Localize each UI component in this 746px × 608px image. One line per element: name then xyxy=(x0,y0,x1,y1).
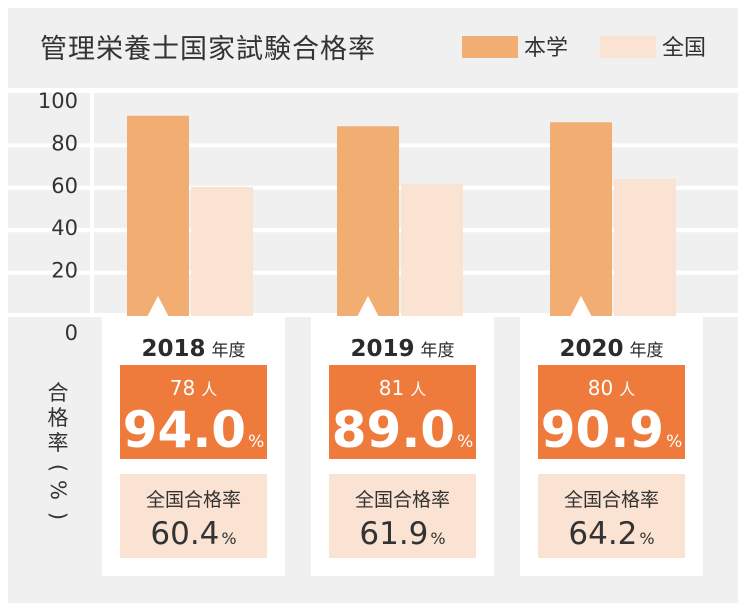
card-year: 2018 年度 xyxy=(141,336,245,362)
legend-swatch-zenkoku xyxy=(600,36,656,58)
pass-rate: 90.9% xyxy=(541,401,683,459)
y-tick-label: 0 xyxy=(65,321,78,345)
y-axis-label-char: 格 xyxy=(48,406,69,430)
y-axis-label-char: % xyxy=(46,480,70,500)
national-rate-label: 全国合格率 xyxy=(564,489,659,511)
legend-label-honkaku: 本学 xyxy=(524,36,568,61)
card-pointer xyxy=(570,296,592,317)
legend-swatch-honkaku xyxy=(462,36,518,58)
pass-rate: 94.0% xyxy=(123,401,265,459)
y-tick-label: 80 xyxy=(51,131,78,155)
bar-2018-honkaku xyxy=(127,115,189,327)
national-rate-box xyxy=(538,474,685,558)
national-rate-value: 60.4% xyxy=(150,516,236,552)
rate-box xyxy=(329,365,476,459)
y-tick-label: 40 xyxy=(51,216,78,240)
national-rate-label: 全国合格率 xyxy=(146,489,241,511)
y-tick-label: 100 xyxy=(38,89,78,113)
card-year: 2020 年度 xyxy=(559,336,663,362)
bar-2019-honkaku xyxy=(337,126,399,327)
card-pointer xyxy=(147,296,169,317)
pass-count: 80 人 xyxy=(588,376,635,400)
national-rate-box xyxy=(120,474,267,558)
bar-2018-zenkoku xyxy=(191,186,253,327)
national-rate-box xyxy=(329,474,476,558)
bar-2019-zenkoku xyxy=(401,183,463,327)
pass-count: 81 人 xyxy=(379,376,426,400)
pass-rate: 89.0% xyxy=(332,401,474,459)
info-cards: 2018 年度 78 人94.0 % 全国合格率 60.4 % 2019 年度 81 人89.0 % 全国… xyxy=(102,296,703,576)
card-year: 2019 年度 xyxy=(350,336,454,362)
card-pointer xyxy=(357,296,379,317)
y-tick-label: 60 xyxy=(51,174,78,198)
rate-box xyxy=(538,365,685,459)
info-card-2018: 2018 年度 78 人94.0 % 全国合格率 60.4% xyxy=(102,296,285,576)
y-axis-label-char: ( xyxy=(46,464,70,472)
y-tick-label: 20 xyxy=(51,259,78,283)
y-tick-labels: 0 20 40 60 80 100 xyxy=(38,89,78,345)
rate-box xyxy=(120,365,267,459)
national-rate-value: 61.9% xyxy=(359,516,445,552)
y-axis-label: 合格率 (%) xyxy=(46,381,70,520)
legend: 本学 全国 xyxy=(462,36,706,61)
bar-2020-honkaku xyxy=(550,122,612,328)
pass-count: 78 人 xyxy=(170,376,217,400)
national-rate-value: 64.2% xyxy=(568,516,654,552)
y-axis-label-char: 率 xyxy=(48,431,69,455)
info-card-2020: 2020 年度 80 人90.9 % 全国合格率 64.2% xyxy=(520,296,703,576)
info-card-2019: 2019 年度 81 人89.0 % 全国合格率 61.9% xyxy=(311,296,494,576)
y-axis-label-char: 合 xyxy=(48,381,69,405)
legend-label-zenkoku: 全国 xyxy=(662,36,706,61)
national-rate-label: 全国合格率 xyxy=(355,489,450,511)
bar-2020-zenkoku xyxy=(614,178,676,327)
y-axis-label-char: ) xyxy=(46,512,70,520)
bars xyxy=(127,115,676,328)
chart-title: 管理栄養士国家試験合格率 xyxy=(40,34,376,65)
